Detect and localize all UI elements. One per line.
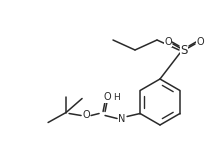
Text: O: O <box>164 37 172 47</box>
Text: H: H <box>113 93 119 102</box>
Text: N: N <box>118 114 126 123</box>
Text: S: S <box>180 44 188 57</box>
Text: O: O <box>196 37 204 47</box>
Text: O: O <box>82 111 90 120</box>
Text: O: O <box>103 93 111 102</box>
